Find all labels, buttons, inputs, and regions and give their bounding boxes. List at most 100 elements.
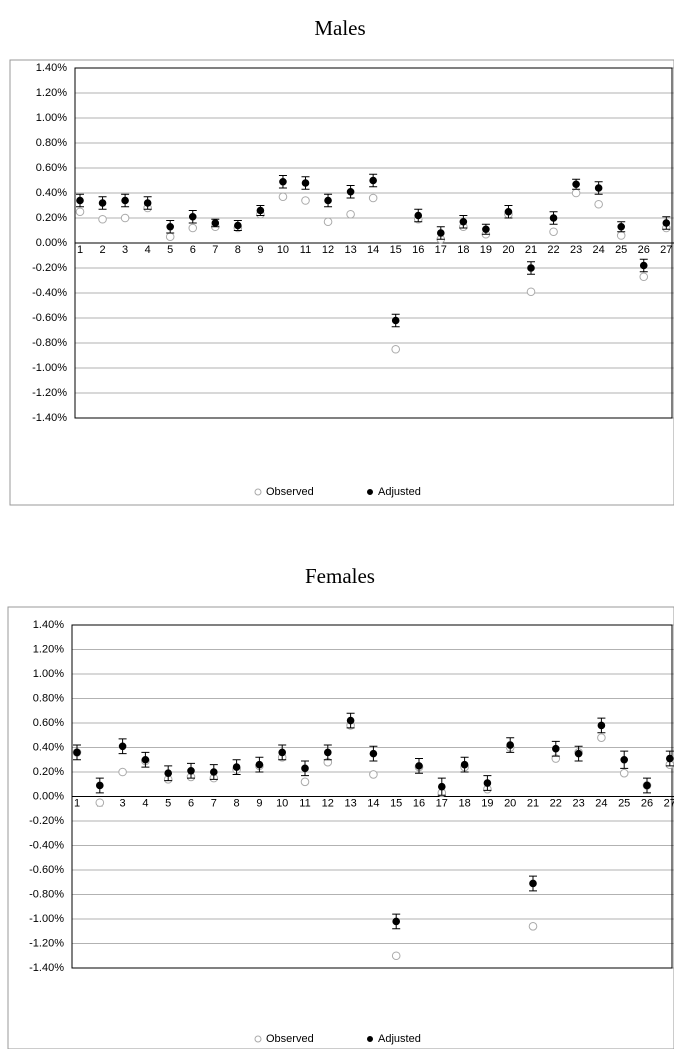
point (437, 229, 445, 237)
y-tick-label: -0.60% (32, 312, 67, 324)
point (527, 264, 535, 272)
point (76, 196, 84, 205)
x-tick-label: 27 (660, 244, 672, 256)
chart-title: Females (305, 564, 375, 588)
point (118, 767, 127, 777)
x-tick-label: 5 (167, 244, 173, 256)
x-tick-label: 18 (458, 797, 470, 809)
y-tick-label: -1.00% (29, 913, 64, 925)
point (620, 755, 629, 764)
y-tick-label: -0.40% (32, 287, 67, 299)
x-tick-label: 6 (188, 797, 194, 809)
point (415, 762, 423, 770)
y-tick-label: -0.20% (32, 262, 67, 274)
chart-title: Males (314, 16, 365, 40)
point (369, 749, 378, 758)
x-tick-label: 25 (615, 244, 627, 256)
point (391, 344, 401, 354)
x-tick-label: 26 (638, 244, 650, 256)
point (643, 781, 651, 790)
y-tick-label: -0.40% (29, 839, 64, 851)
x-tick-label: 27 (664, 797, 674, 809)
x-tick-label: 16 (413, 797, 425, 809)
x-tick-label: 22 (547, 244, 559, 256)
legend-label: Observed (266, 1033, 314, 1045)
point (279, 177, 287, 186)
point (597, 721, 606, 730)
y-tick-label: 0.20% (36, 212, 67, 224)
x-tick-label: 21 (527, 797, 539, 809)
x-tick-label: 23 (570, 244, 582, 256)
x-tick-label: 24 (595, 797, 607, 809)
point (594, 184, 603, 192)
x-tick-label: 23 (572, 797, 584, 809)
y-tick-label: 0.80% (33, 692, 64, 704)
x-tick-label: 18 (457, 244, 469, 256)
x-tick-label: 15 (390, 797, 402, 809)
x-tick-label: 3 (122, 244, 128, 256)
y-tick-label: -1.20% (32, 387, 67, 399)
point (301, 179, 310, 187)
point (369, 770, 378, 779)
y-tick-label: -1.40% (32, 412, 67, 424)
y-tick-label: 0.00% (33, 790, 64, 802)
x-tick-label: 26 (641, 797, 653, 809)
x-tick-label: 13 (344, 244, 356, 256)
x-tick-label: 2 (99, 244, 105, 256)
y-tick-label: 0.60% (36, 162, 67, 174)
legend-label: Adjusted (378, 1033, 421, 1045)
point (483, 779, 492, 787)
point (324, 748, 332, 757)
legend-marker (367, 489, 373, 495)
point (460, 760, 469, 769)
point (211, 219, 220, 227)
point (165, 232, 175, 242)
x-tick-label: 24 (593, 244, 605, 256)
x-tick-label: 10 (277, 244, 289, 256)
x-tick-label: 15 (390, 244, 402, 256)
y-tick-label: -0.80% (32, 337, 67, 349)
chart-frame (7, 606, 674, 1049)
y-tick-label: -0.60% (29, 864, 64, 876)
x-tick-label: 6 (190, 244, 196, 256)
y-tick-label: -1.40% (29, 962, 64, 974)
x-tick-label: 7 (212, 244, 218, 256)
y-tick-label: -0.80% (29, 888, 64, 900)
point (256, 206, 265, 215)
point (120, 213, 130, 223)
x-tick-label: 5 (165, 797, 171, 809)
x-tick-label: 25 (618, 797, 630, 809)
point (572, 180, 580, 189)
point (98, 214, 107, 224)
x-tick-label: 10 (276, 797, 288, 809)
legend-marker (254, 1035, 262, 1043)
point (143, 199, 152, 207)
point (188, 212, 197, 221)
y-tick-label: 1.40% (36, 62, 67, 74)
point (369, 176, 377, 185)
point (323, 217, 333, 227)
point (73, 748, 81, 757)
point (255, 760, 264, 769)
point (549, 214, 558, 222)
point (549, 227, 558, 237)
point (616, 231, 626, 240)
legend-label: Adjusted (378, 486, 421, 498)
y-tick-label: 0.20% (33, 766, 64, 778)
point (187, 766, 195, 775)
point (121, 196, 129, 205)
point (232, 763, 241, 771)
point (438, 782, 446, 791)
y-tick-label: 0.60% (33, 717, 64, 729)
x-tick-label: 19 (481, 797, 493, 809)
point (528, 922, 538, 931)
point (666, 754, 674, 763)
point (346, 716, 355, 725)
y-tick-label: 1.00% (36, 112, 67, 124)
point (141, 755, 150, 764)
x-tick-label: 1 (74, 797, 80, 809)
y-tick-label: 0.40% (36, 187, 67, 199)
y-tick-label: -0.20% (29, 815, 64, 827)
legend-label: Observed (266, 486, 314, 498)
